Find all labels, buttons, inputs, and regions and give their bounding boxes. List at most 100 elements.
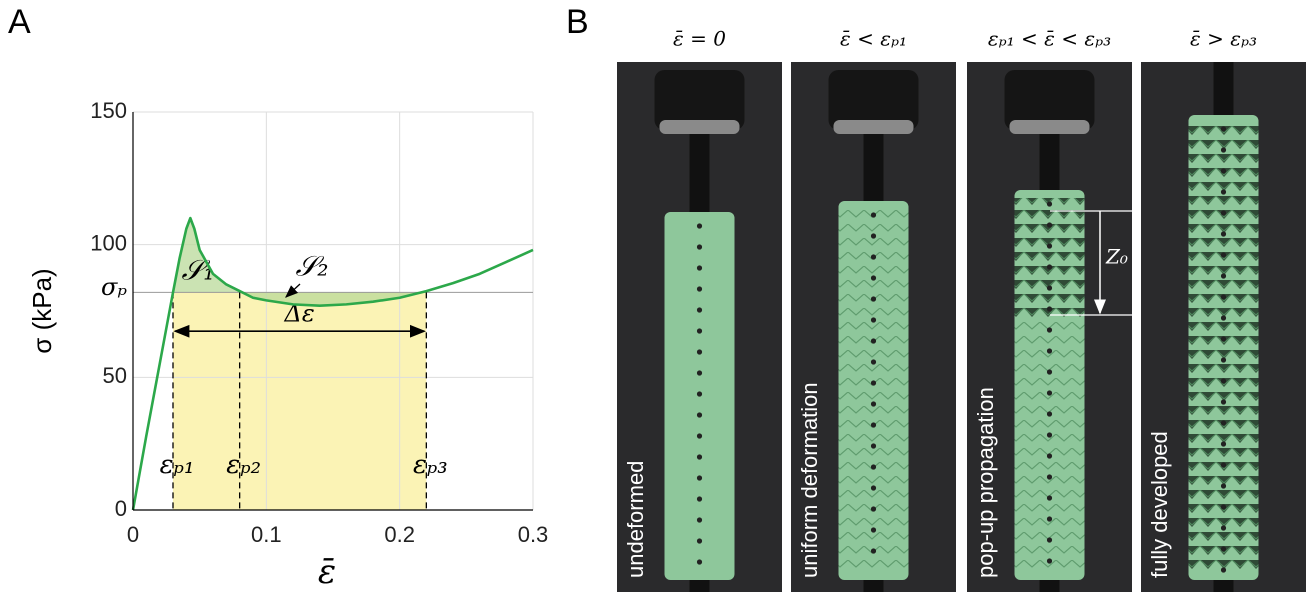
hole	[1046, 201, 1053, 207]
photo-panel: ε̄ = 0 undeformed ε̄ < εₚ₁ uniform deformat…	[617, 27, 1306, 592]
hole	[870, 254, 877, 260]
pointer	[285, 283, 301, 298]
photo-caption: undeformed	[623, 461, 648, 578]
hole	[1220, 483, 1227, 489]
photo-caption: fully developed	[1147, 431, 1172, 578]
hole	[1220, 126, 1227, 132]
hole	[870, 485, 877, 491]
hole	[696, 223, 703, 229]
hole	[1046, 474, 1053, 480]
hole	[1220, 147, 1227, 153]
load-cell	[828, 70, 919, 130]
hole	[870, 317, 877, 323]
hole	[1220, 252, 1227, 258]
hole	[870, 464, 877, 470]
z-label: Z₀	[1105, 245, 1128, 269]
y-tick-label: 0	[115, 496, 127, 521]
grip	[863, 134, 884, 205]
hole	[696, 538, 703, 544]
sigma-p-label: σₚ	[101, 273, 127, 301]
hole	[1046, 327, 1053, 333]
hole	[696, 454, 703, 460]
hole	[1220, 357, 1227, 363]
hole	[1046, 411, 1053, 417]
hole	[1046, 537, 1053, 543]
load-cell-ring	[833, 120, 914, 134]
hole	[870, 233, 877, 239]
y-tick-label: 50	[103, 363, 127, 388]
hole	[1220, 336, 1227, 342]
load-cell	[1004, 70, 1095, 130]
hole	[1220, 546, 1227, 552]
x-axis-label: ε̄	[318, 552, 336, 592]
flat-section	[1014, 318, 1085, 572]
photo-title: ε̄ < εₚ₁	[840, 27, 907, 51]
hole	[696, 517, 703, 523]
hole	[1220, 294, 1227, 300]
hole	[1046, 222, 1053, 228]
hole	[696, 307, 703, 313]
hole	[696, 391, 703, 397]
hole	[870, 359, 877, 365]
hole	[1220, 441, 1227, 447]
hole	[696, 412, 703, 418]
region-label: 𝒮₂	[296, 250, 329, 283]
grip	[689, 134, 710, 216]
hole	[1220, 210, 1227, 216]
hole	[1220, 273, 1227, 279]
hole	[1220, 315, 1227, 321]
hole	[870, 443, 877, 449]
hole	[1220, 420, 1227, 426]
hole	[1220, 525, 1227, 531]
hole	[696, 349, 703, 355]
x-tick-label: 0.2	[384, 522, 415, 547]
region-label: 𝒮₁	[182, 254, 215, 287]
load-cell-ring	[1009, 120, 1090, 134]
hole	[1220, 231, 1227, 237]
hole	[696, 433, 703, 439]
hole	[870, 338, 877, 344]
photo-title: ε̄ > εₚ₃	[1190, 27, 1257, 51]
hole	[696, 286, 703, 292]
hole	[1046, 264, 1053, 270]
hole	[696, 496, 703, 502]
hole	[1046, 306, 1053, 312]
marker-label: εₚ₃	[413, 450, 448, 480]
hole	[1220, 378, 1227, 384]
load-cell-ring	[659, 120, 740, 134]
hole	[1046, 516, 1053, 522]
marker-label: εₚ₁	[160, 450, 195, 480]
hole	[1046, 453, 1053, 459]
hole	[696, 370, 703, 376]
hole	[1046, 369, 1053, 375]
hole	[1046, 495, 1053, 501]
hole	[1046, 558, 1053, 564]
hole	[870, 380, 877, 386]
load-cell	[654, 70, 745, 130]
photo-title: ε̄ = 0	[673, 27, 726, 51]
marker-label: εₚ₂	[226, 450, 261, 480]
hole	[1046, 348, 1053, 354]
hole	[1220, 504, 1227, 510]
y-tick-label: 100	[90, 230, 127, 255]
hole	[870, 527, 877, 533]
y-tick-label: 150	[90, 98, 127, 123]
popped-section	[1014, 198, 1085, 318]
hole	[870, 548, 877, 554]
x-tick-label: 0	[127, 522, 139, 547]
hole	[870, 212, 877, 218]
grip	[1213, 62, 1234, 119]
pattern	[1188, 123, 1259, 572]
curve	[131, 216, 534, 511]
photo-caption: pop-up propagation	[973, 387, 998, 578]
hole	[696, 265, 703, 271]
panel-label: A	[8, 3, 31, 41]
hole	[696, 559, 703, 565]
photo-caption: uniform deformation	[797, 382, 822, 578]
hole	[870, 506, 877, 512]
hole	[696, 475, 703, 481]
hole	[1046, 432, 1053, 438]
x-tick-label: 0.3	[518, 522, 549, 547]
hole	[1220, 189, 1227, 195]
photo-title: εₚ₁ < ε̄ < εₚ₃	[988, 27, 1111, 51]
